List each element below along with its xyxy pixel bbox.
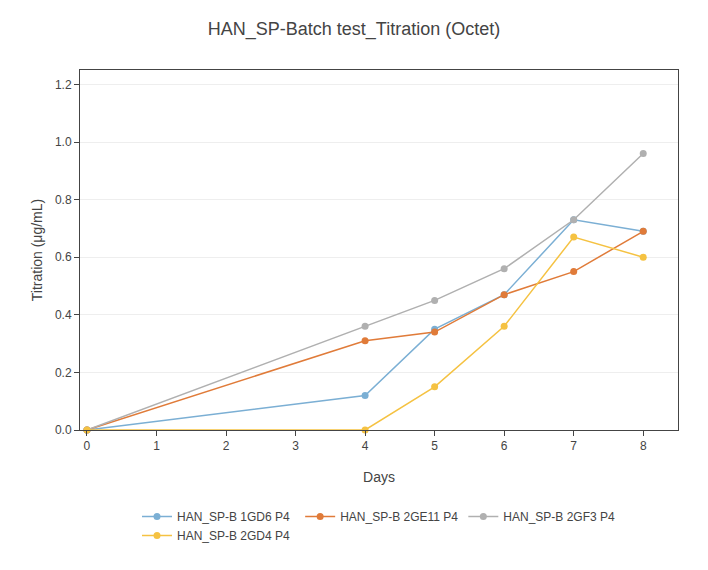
svg-text:HAN_SP-B 2GE11 P4: HAN_SP-B 2GE11 P4 (340, 510, 458, 524)
svg-text:3: 3 (292, 439, 299, 453)
svg-text:Days: Days (363, 469, 395, 485)
svg-text:0.8: 0.8 (55, 193, 72, 207)
svg-text:0.4: 0.4 (55, 308, 72, 322)
svg-text:7: 7 (570, 439, 577, 453)
svg-text:1.0: 1.0 (55, 135, 72, 149)
svg-text:0.0: 0.0 (55, 423, 72, 437)
svg-text:HAN_SP-B 2GD4 P4: HAN_SP-B 2GD4 P4 (177, 529, 290, 543)
svg-text:6: 6 (501, 439, 508, 453)
svg-text:HAN_SP-B 1GD6 P4: HAN_SP-B 1GD6 P4 (177, 510, 290, 524)
svg-text:Titration (μg/mL): Titration (μg/mL) (29, 199, 45, 301)
svg-text:HAN_SP-B 2GF3 P4: HAN_SP-B 2GF3 P4 (503, 510, 615, 524)
svg-text:0.6: 0.6 (55, 250, 72, 264)
svg-text:HAN_SP-Batch test_Titration (O: HAN_SP-Batch test_Titration (Octet) (208, 19, 500, 40)
svg-text:1: 1 (153, 439, 160, 453)
svg-text:2: 2 (223, 439, 230, 453)
svg-text:5: 5 (431, 439, 438, 453)
svg-text:0.2: 0.2 (55, 366, 72, 380)
svg-text:8: 8 (640, 439, 647, 453)
svg-text:4: 4 (362, 439, 369, 453)
svg-text:1.2: 1.2 (55, 78, 72, 92)
svg-text:0: 0 (84, 439, 91, 453)
